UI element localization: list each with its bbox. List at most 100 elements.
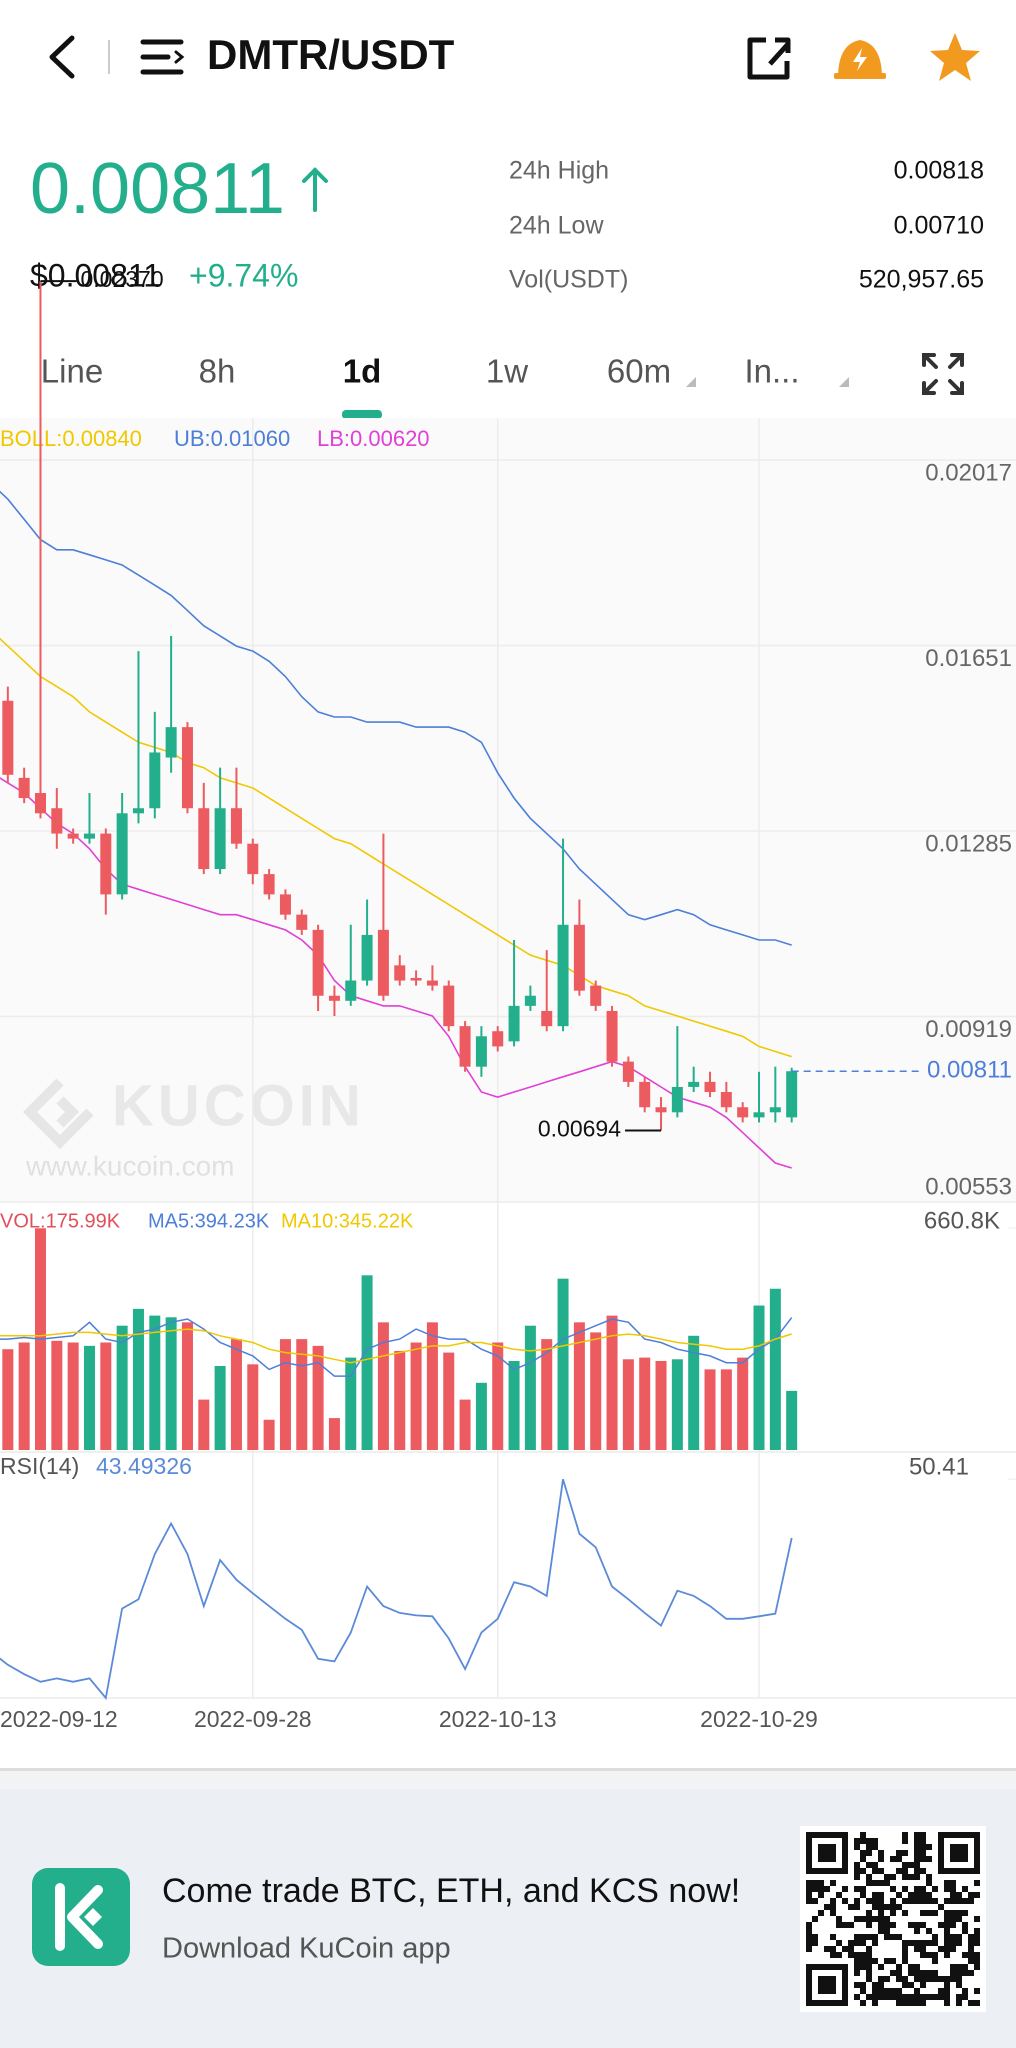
candle-body <box>51 808 63 834</box>
stat-value: 0.00818 <box>894 157 984 185</box>
spacer <box>0 1771 1016 1789</box>
candle-body <box>198 808 210 870</box>
volume-bar <box>590 1332 602 1450</box>
candle-body <box>655 1107 667 1113</box>
candle-body <box>83 833 95 839</box>
volume-bar <box>524 1325 536 1450</box>
candle-body <box>508 1005 520 1042</box>
tab[interactable]: In... <box>744 353 799 390</box>
up-arrow <box>302 167 328 212</box>
candle-body <box>590 985 602 1006</box>
candle-body <box>475 1036 487 1067</box>
candle-body <box>459 1026 471 1067</box>
menu-button[interactable] <box>140 39 185 75</box>
candle-body <box>606 1010 618 1062</box>
qr-code <box>806 1832 980 2006</box>
volume-bar <box>296 1339 308 1450</box>
rsi-line <box>0 1478 793 1701</box>
stats: 24h High 0.00818 24h Low 0.00710 Vol(USDT) 52… <box>509 157 984 294</box>
volume-bar <box>181 1322 193 1450</box>
volume-bar <box>279 1339 291 1450</box>
banner-headline: Come trade BTC, ETH, and KCS now! <box>162 1872 740 1910</box>
volume-title: VOL:175.99K <box>0 1210 121 1232</box>
candle-body <box>443 985 455 1027</box>
volume-bar <box>132 1308 144 1450</box>
tab[interactable]: 8h <box>199 353 236 390</box>
legend-item: UB:0.01060 <box>174 426 290 451</box>
boll-line <box>0 490 792 946</box>
indicator-panels <box>0 1202 1016 1768</box>
interval-tabs: Line 8h 1d 1w 60m In... <box>41 353 800 390</box>
volume-bar <box>426 1322 438 1450</box>
last-price-label: 0.00811 <box>927 1057 1012 1084</box>
volume-bar <box>475 1382 487 1450</box>
legend-item: BOLL:0.00840 <box>0 426 142 451</box>
volume-bar <box>622 1359 634 1450</box>
tab[interactable]: 60m <box>607 353 671 390</box>
volume-bar <box>149 1315 161 1450</box>
candle-body <box>165 727 177 758</box>
fullscreen-button[interactable] <box>922 353 964 395</box>
candle-body <box>149 752 161 809</box>
volume-bar <box>753 1305 765 1450</box>
watermark-logo <box>22 1078 94 1150</box>
candle-body <box>34 793 46 814</box>
last-price: 0.00811 <box>30 149 285 229</box>
tab[interactable]: Line <box>41 353 103 390</box>
candle-body <box>671 1086 683 1113</box>
candle-body <box>100 833 112 895</box>
separator <box>0 1768 1016 1771</box>
stat-label: 24h Low <box>509 212 604 240</box>
volume-bar <box>377 1322 389 1450</box>
volume-bar <box>492 1342 504 1450</box>
volume-bar <box>459 1399 471 1450</box>
stat-value: 0.00710 <box>894 212 984 240</box>
candle-body <box>541 1010 553 1027</box>
volume-ma-line <box>0 1317 793 1377</box>
candle-body <box>524 995 536 1006</box>
volume-bar <box>704 1369 716 1450</box>
candle-body <box>214 808 226 870</box>
candle-body <box>377 929 389 996</box>
volume-bar <box>67 1342 79 1450</box>
tab[interactable]: 1w <box>486 353 528 390</box>
candle-body <box>181 727 193 809</box>
volume-bar <box>671 1359 683 1450</box>
usd-price: $0.00811 <box>30 257 161 293</box>
volume-bar <box>737 1357 749 1450</box>
x-tick-label: 2022-10-29 <box>700 1706 818 1732</box>
volume-bar <box>557 1278 569 1450</box>
candle-body <box>361 934 373 981</box>
candle-body <box>132 808 144 814</box>
volume-bar <box>786 1390 798 1450</box>
candle-body <box>622 1061 634 1082</box>
y-tick-label: 50.41 <box>909 1453 969 1480</box>
candle-body <box>720 1092 732 1108</box>
y-tick-label: 0.02017 <box>925 459 1012 486</box>
chart: 2022-09-12 2022-09-28 2022-10-13 2022-10-29… <box>0 266 1016 1732</box>
boll-line <box>0 637 792 1058</box>
volume-bar <box>345 1357 357 1450</box>
candle-body <box>737 1107 749 1118</box>
candle-body <box>328 995 340 1001</box>
volume-bar <box>573 1322 585 1450</box>
volume-bar <box>443 1352 455 1450</box>
candle-body <box>492 1031 504 1047</box>
candle-body <box>410 978 422 981</box>
tab-underline <box>342 410 382 419</box>
share-button[interactable] <box>747 37 791 80</box>
candle-body <box>426 980 438 986</box>
alert-button[interactable] <box>834 40 886 79</box>
volume-bar <box>116 1325 128 1450</box>
back-button[interactable] <box>49 35 75 79</box>
candle-body <box>296 914 308 930</box>
candle-body <box>688 1081 700 1087</box>
candle-body <box>786 1071 798 1118</box>
volume-bar <box>769 1288 781 1450</box>
candle-body <box>753 1112 765 1118</box>
tab[interactable]: 1d <box>343 353 382 390</box>
volume-bar <box>247 1364 259 1450</box>
favorite-star[interactable] <box>930 33 980 81</box>
